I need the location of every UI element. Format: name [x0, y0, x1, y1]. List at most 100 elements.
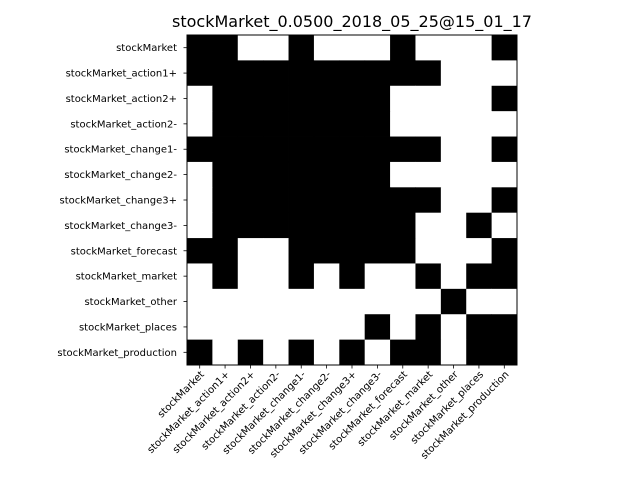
heatmap-cell-r7-c5 — [313, 212, 340, 239]
heatmap-cell-r10-c12 — [491, 288, 518, 315]
heatmap-cell-r7-c8 — [390, 212, 416, 239]
heatmap-cell-r2-c9 — [415, 85, 442, 112]
heatmap-cell-r0-c7 — [364, 35, 391, 61]
heatmap-cell-r4-c2 — [237, 136, 264, 163]
heatmap-cell-r12-c6 — [339, 339, 366, 366]
heatmap-cell-r4-c12 — [491, 136, 518, 163]
heatmap-cell-r11-c2 — [237, 314, 264, 341]
heatmap-cell-r12-c2 — [237, 339, 264, 366]
heatmap-cell-r1-c3 — [263, 60, 289, 87]
heatmap-cell-r10-c3 — [263, 288, 289, 315]
y-tick-label: stockMarket_forecast — [71, 246, 177, 257]
heatmap-cell-r10-c1 — [212, 288, 239, 315]
heatmap-cell-r2-c7 — [364, 85, 391, 112]
heatmap-cell-r1-c6 — [339, 60, 366, 87]
y-tick-label: stockMarket_market — [76, 272, 177, 283]
heatmap-cell-r1-c11 — [466, 60, 493, 87]
heatmap-cell-r5-c4 — [288, 161, 315, 188]
heatmap-cell-r3-c2 — [237, 111, 264, 137]
heatmap-cell-r7-c10 — [440, 212, 467, 239]
heatmap-cell-r9-c12 — [491, 263, 518, 290]
heatmap-cell-r6-c8 — [390, 187, 416, 214]
heatmap-cell-r7-c2 — [237, 212, 264, 239]
heatmap-cell-r7-c4 — [288, 212, 315, 239]
heatmap-cell-r7-c9 — [415, 212, 442, 239]
heatmap-cell-r8-c2 — [237, 238, 264, 264]
heatmap-cell-r8-c4 — [288, 238, 315, 264]
heatmap-cell-r2-c11 — [466, 85, 493, 112]
heatmap-cell-r11-c1 — [212, 314, 239, 341]
heatmap-cell-r9-c4 — [288, 263, 315, 290]
heatmap-cell-r1-c0 — [187, 60, 213, 87]
heatmap-cell-r5-c6 — [339, 161, 366, 188]
heatmap-cell-r2-c5 — [313, 85, 340, 112]
heatmap-cell-r2-c0 — [187, 85, 213, 112]
heatmap-cell-r12-c3 — [263, 339, 289, 366]
heatmap-cell-r6-c9 — [415, 187, 442, 214]
heatmap-cell-r0-c4 — [288, 35, 315, 61]
heatmap-cell-r6-c1 — [212, 187, 239, 214]
heatmap-cell-r10-c0 — [187, 288, 213, 315]
heatmap-cell-r12-c8 — [390, 339, 416, 366]
y-tick-label: stockMarket_change3- — [64, 221, 177, 232]
heatmap-cell-r9-c11 — [466, 263, 493, 290]
heatmap-cell-r4-c4 — [288, 136, 315, 163]
heatmap-cell-r0-c1 — [212, 35, 239, 61]
heatmap-cell-r2-c1 — [212, 85, 239, 112]
heatmap-cell-r7-c1 — [212, 212, 239, 239]
heatmap-cell-r4-c8 — [390, 136, 416, 163]
heatmap-cell-r2-c10 — [440, 85, 467, 112]
heatmap-cell-r1-c4 — [288, 60, 315, 87]
heatmap-cell-r12-c1 — [212, 339, 239, 366]
y-tick-label: stockMarket_change1- — [64, 145, 177, 156]
heatmap-cell-r6-c7 — [364, 187, 391, 214]
heatmap-cell-r4-c1 — [212, 136, 239, 163]
heatmap-cell-r4-c5 — [313, 136, 340, 163]
heatmap-cell-r5-c2 — [237, 161, 264, 188]
heatmap-cell-r12-c4 — [288, 339, 315, 366]
heatmap-cell-r11-c0 — [187, 314, 213, 341]
heatmap-cell-r8-c10 — [440, 238, 467, 264]
chart-title: stockMarket_0.0500_2018_05_25@15_01_17 — [172, 12, 532, 32]
heatmap-cell-r3-c10 — [440, 111, 467, 137]
heatmap-cell-r5-c9 — [415, 161, 442, 188]
heatmap-cell-r11-c6 — [339, 314, 366, 341]
heatmap-cell-r12-c7 — [364, 339, 391, 366]
heatmap-cell-r6-c10 — [440, 187, 467, 214]
y-tick-label: stockMarket_other — [84, 297, 177, 308]
heatmap-cell-r2-c2 — [237, 85, 264, 112]
heatmap-cell-r1-c7 — [364, 60, 391, 87]
heatmap-cell-r5-c11 — [466, 161, 493, 188]
x-axis: stockMarketstockMarket_action1+stockMark… — [146, 365, 511, 462]
heatmap-cell-r4-c10 — [440, 136, 467, 163]
heatmap-cell-r0-c6 — [339, 35, 366, 61]
heatmap-cell-r10-c7 — [364, 288, 391, 315]
heatmap-cell-r4-c7 — [364, 136, 391, 163]
heatmap-cell-r3-c1 — [212, 111, 239, 137]
heatmap-cell-r9-c5 — [313, 263, 340, 290]
heatmap-cell-r8-c11 — [466, 238, 493, 264]
heatmap-cell-r1-c2 — [237, 60, 264, 87]
heatmap-cell-r6-c11 — [466, 187, 493, 214]
heatmap-cell-r11-c3 — [263, 314, 289, 341]
heatmap-cell-r12-c9 — [415, 339, 442, 366]
heatmap-cell-r6-c5 — [313, 187, 340, 214]
heatmap-cell-r2-c4 — [288, 85, 315, 112]
heatmap-cell-r3-c8 — [390, 111, 416, 137]
heatmap-cell-r8-c7 — [364, 238, 391, 264]
heatmap-cell-r11-c11 — [466, 314, 493, 341]
heatmap-cell-r1-c9 — [415, 60, 442, 87]
heatmap-cell-r4-c9 — [415, 136, 442, 163]
heatmap-cell-r3-c9 — [415, 111, 442, 137]
heatmap-cell-r1-c12 — [491, 60, 518, 87]
heatmap-cell-r11-c8 — [390, 314, 416, 341]
heatmap-cell-r9-c3 — [263, 263, 289, 290]
heatmap-cell-r9-c2 — [237, 263, 264, 290]
heatmap-cell-r8-c12 — [491, 238, 518, 264]
heatmap-cell-r6-c3 — [263, 187, 289, 214]
heatmap-cell-r3-c7 — [364, 111, 391, 137]
heatmap-cell-r0-c10 — [440, 35, 467, 61]
heatmap-cell-r7-c12 — [491, 212, 518, 239]
heatmap-cell-r0-c2 — [237, 35, 264, 61]
